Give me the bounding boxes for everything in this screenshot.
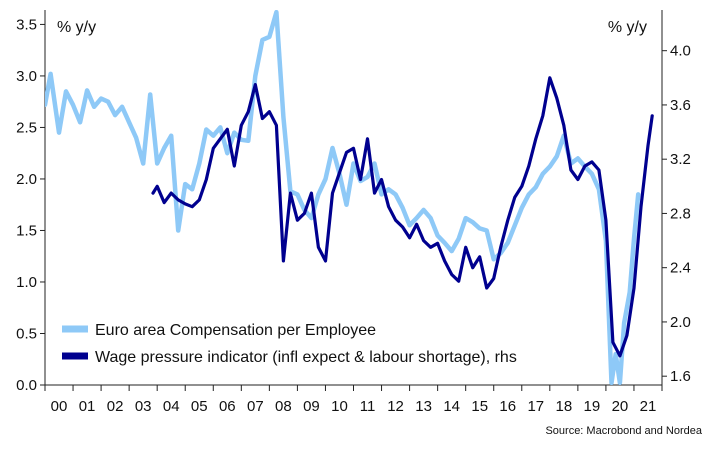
left-tick-label: 0.5	[16, 325, 37, 342]
left-tick-label: 1.5	[16, 222, 37, 239]
right-tick-label: 3.6	[670, 97, 691, 114]
x-tick-label: 00	[51, 398, 68, 415]
x-tick-label: 15	[471, 398, 488, 415]
x-tick-label: 19	[584, 398, 601, 415]
x-tick-label: 06	[219, 398, 236, 415]
right-tick-label: 2.8	[670, 205, 691, 222]
x-tick-label: 16	[499, 398, 516, 415]
legend: Euro area Compensation per Employee Wage …	[62, 322, 517, 366]
left-tick-label: 3.0	[16, 68, 37, 85]
left-tick-label: 2.0	[16, 171, 37, 188]
right-y-axis: 1.6 2.0 2.4 2.8 3.2 3.6 4.0	[661, 10, 691, 385]
x-tick-label: 07	[247, 398, 264, 415]
x-tick-label: 01	[79, 398, 96, 415]
right-tick-label: 1.6	[670, 368, 691, 385]
x-tick-label: 13	[415, 398, 432, 415]
left-unit-label: % y/y	[57, 19, 96, 36]
x-tick-label: 02	[107, 398, 124, 415]
x-tick-label: 03	[135, 398, 152, 415]
left-tick-label: 3.5	[16, 16, 37, 33]
wage-indicator-series-line	[151, 76, 654, 358]
left-tick-label: 1.0	[16, 274, 37, 291]
right-tick-label: 2.4	[670, 260, 691, 277]
x-axis: 00 01 02 03 04 05 06 07 08 09 10 11 12 13 14 15 16 17 18 19…	[44, 384, 663, 415]
series-lines	[45, 10, 654, 385]
x-tick-label: 10	[331, 398, 348, 415]
x-tick-label: 17	[527, 398, 544, 415]
left-y-axis: 0.0 0.5 1.0 1.5 2.0 2.5 3.0 3.5	[16, 10, 46, 394]
x-tick-label: 05	[191, 398, 208, 415]
x-tick-label: 04	[163, 398, 180, 415]
x-tick-label: 18	[555, 398, 572, 415]
left-tick-label: 0.0	[16, 377, 37, 394]
x-tick-label: 12	[387, 398, 404, 415]
source-note: Source: Macrobond and Nordea	[545, 425, 702, 437]
left-tick-label: 2.5	[16, 119, 37, 136]
x-tick-label: 09	[303, 398, 320, 415]
right-unit-label: % y/y	[608, 19, 647, 36]
legend-label: Euro area Compensation per Employee	[95, 322, 376, 339]
compensation-series-line	[45, 10, 641, 385]
x-tick-label: 08	[275, 398, 292, 415]
x-tick-label: 14	[443, 398, 460, 415]
right-tick-label: 4.0	[670, 43, 691, 60]
right-tick-label: 3.2	[670, 151, 691, 168]
x-tick-label: 11	[360, 398, 376, 415]
x-tick-label: 21	[640, 398, 657, 415]
legend-label: Wage pressure indicator (infl expect & l…	[95, 349, 517, 366]
x-tick-label: 20	[612, 398, 629, 415]
right-tick-label: 2.0	[670, 314, 691, 331]
